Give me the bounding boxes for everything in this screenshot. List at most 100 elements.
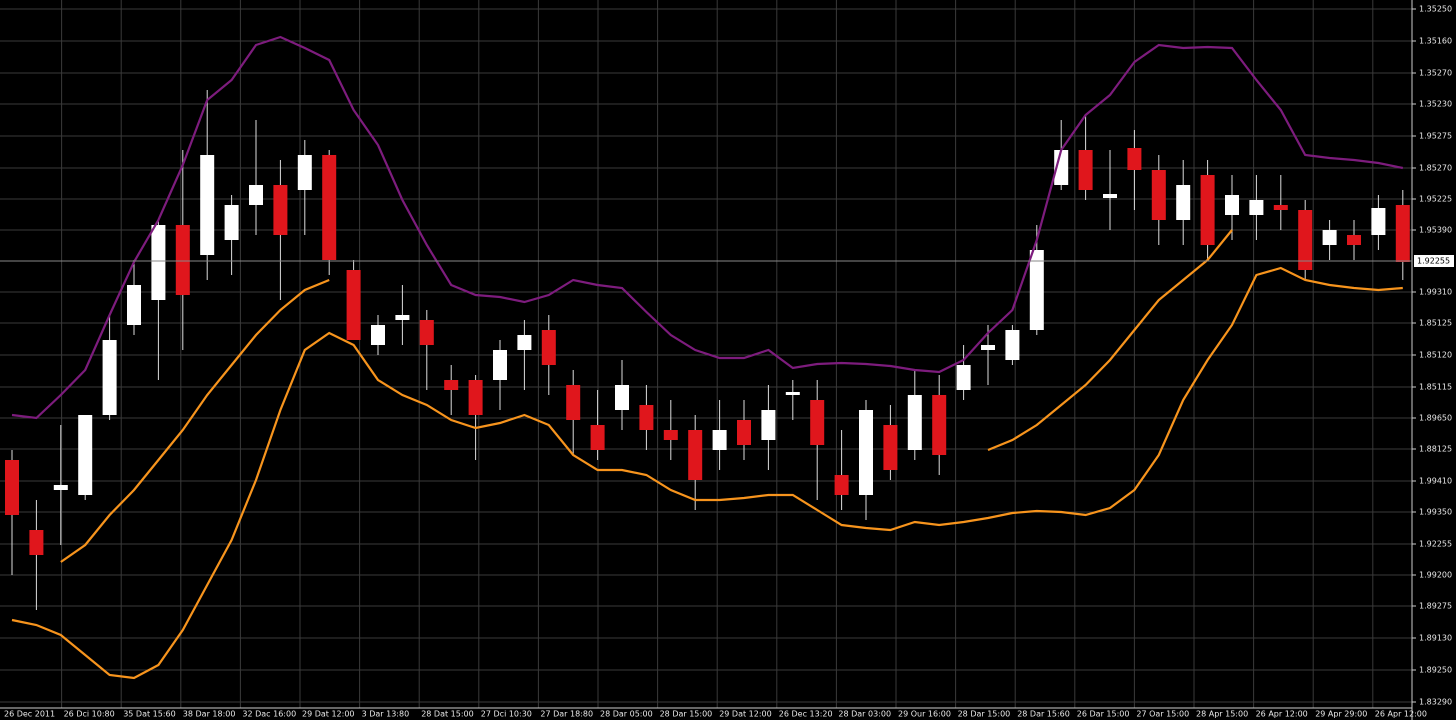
candle-body: [1298, 210, 1313, 270]
x-tick-label: 27 Dar 18:80: [540, 710, 593, 719]
candle-body: [590, 425, 605, 450]
x-tick-label: 27 Dci 10:30: [481, 710, 532, 719]
x-tick-label: 28 Dar 15:60: [1017, 710, 1070, 719]
x-tick-label: 29 Our 16:00: [898, 710, 951, 719]
y-tick-label: 1.35160: [1419, 37, 1452, 46]
x-tick-label: 35 Dat 15:60: [123, 710, 176, 719]
x-tick-label: 28 Dar 15:00: [660, 710, 713, 719]
y-tick-label: 1.95275: [1419, 132, 1452, 141]
x-tick-label: 26 Dec 13:20: [779, 710, 833, 719]
candle-body: [78, 415, 93, 495]
x-tick-label: 38 Dar 18:00: [183, 710, 236, 719]
candle-body: [444, 380, 459, 390]
candle-body: [566, 385, 581, 420]
y-tick-label: 1.99410: [1419, 477, 1452, 486]
candle-body: [249, 185, 263, 205]
candle-body: [956, 365, 971, 390]
x-tick-label: 26 Dci 10:80: [64, 710, 115, 719]
x-tick-label: 29 Dat 12:00: [719, 710, 772, 719]
x-tick-label: 28 Dar 03:00: [838, 710, 891, 719]
candle-body: [1273, 205, 1288, 210]
candle-body: [639, 405, 654, 430]
candle-body: [859, 410, 873, 495]
candle-body: [127, 285, 141, 325]
candle-body: [1078, 150, 1093, 190]
candle-body: [5, 460, 19, 515]
candle-body: [395, 315, 410, 320]
y-tick-label: 1.35270: [1419, 69, 1452, 78]
y-tick-label: 1.89650: [1419, 414, 1452, 423]
y-tick-label: 1.89250: [1419, 666, 1452, 675]
candle-body: [932, 395, 947, 455]
x-tick-label: 26 Apr 12:00: [1256, 710, 1308, 719]
x-tick-label: 28 Apr 15:00: [1196, 710, 1248, 719]
candle-body: [517, 335, 532, 350]
candle-body: [346, 270, 361, 340]
x-tick-label: 3 Dar 13:80: [362, 710, 410, 719]
candle-body: [1395, 205, 1410, 262]
band-line: [987, 229, 1233, 452]
x-tick-label: 26 Apr 12:00: [1375, 710, 1427, 719]
y-tick-label: 1.92255: [1419, 540, 1452, 549]
candle-body: [1200, 175, 1215, 245]
y-tick-label: 1.99310: [1419, 288, 1452, 297]
y-tick-label: 1.89130: [1419, 634, 1452, 643]
candle-body: [102, 340, 117, 415]
x-tick-label: 29 Dat 12:00: [302, 710, 355, 719]
candle-body: [419, 320, 434, 345]
candle-body: [907, 395, 922, 450]
candle-body: [883, 425, 898, 470]
price-label: 1.92255: [1417, 257, 1450, 266]
y-tick-label: 1.85270: [1419, 164, 1452, 173]
candle-body: [1249, 200, 1264, 215]
x-tick-label: 28 Dat 15:00: [421, 710, 474, 719]
candle-body: [53, 485, 68, 490]
candle-body: [981, 345, 995, 350]
x-tick-label: 32 Dac 16:00: [242, 710, 296, 719]
candle-body: [273, 185, 288, 235]
y-tick-label: 1.88125: [1419, 445, 1452, 454]
x-tick-label: 28 Dar 05:00: [600, 710, 653, 719]
candle-body: [688, 430, 703, 480]
candle-body: [1322, 230, 1337, 245]
y-tick-label: 1.35250: [1419, 5, 1452, 14]
candle-body: [1029, 250, 1044, 330]
candle-body: [810, 400, 825, 445]
x-tick-label: 26 Dar 15:00: [1077, 710, 1130, 719]
candle-body: [175, 225, 190, 295]
candle-body: [1151, 170, 1166, 220]
y-tick-label: 1.95390: [1419, 226, 1452, 235]
candle-body: [297, 155, 312, 190]
candle-body: [615, 385, 629, 410]
y-tick-label: 1.95225: [1419, 195, 1452, 204]
candle-body: [224, 205, 239, 240]
candle-body: [1371, 208, 1386, 235]
y-tick-label: 1.99200: [1419, 571, 1452, 580]
candle-body: [761, 410, 776, 440]
candle-body: [1347, 235, 1361, 245]
candle-body: [1225, 195, 1239, 215]
band-line: [11, 35, 1404, 420]
y-tick-label: 1.35230: [1419, 100, 1452, 109]
x-tick-label: 28 Dar 15:00: [958, 710, 1011, 719]
y-tick-label: 1.99350: [1419, 508, 1452, 517]
y-tick-label: 1.85120: [1419, 351, 1452, 360]
candle-body: [371, 325, 385, 345]
candle-body: [1176, 185, 1191, 220]
candle-body: [322, 155, 337, 260]
band-line: [60, 278, 330, 563]
candle-body: [1103, 194, 1117, 198]
candle-body: [785, 392, 800, 395]
candle-body: [834, 475, 849, 495]
candle-body: [663, 430, 678, 440]
y-tick-label: 1.85115: [1419, 383, 1452, 392]
candle-body: [737, 420, 751, 445]
candle-body: [541, 330, 556, 365]
candle-body: [712, 430, 727, 450]
price-box: [1414, 255, 1454, 267]
candle-body: [1127, 148, 1142, 170]
candle-body: [200, 155, 215, 255]
candle-body: [29, 530, 44, 555]
y-tick-label: 1.83290: [1419, 698, 1452, 707]
